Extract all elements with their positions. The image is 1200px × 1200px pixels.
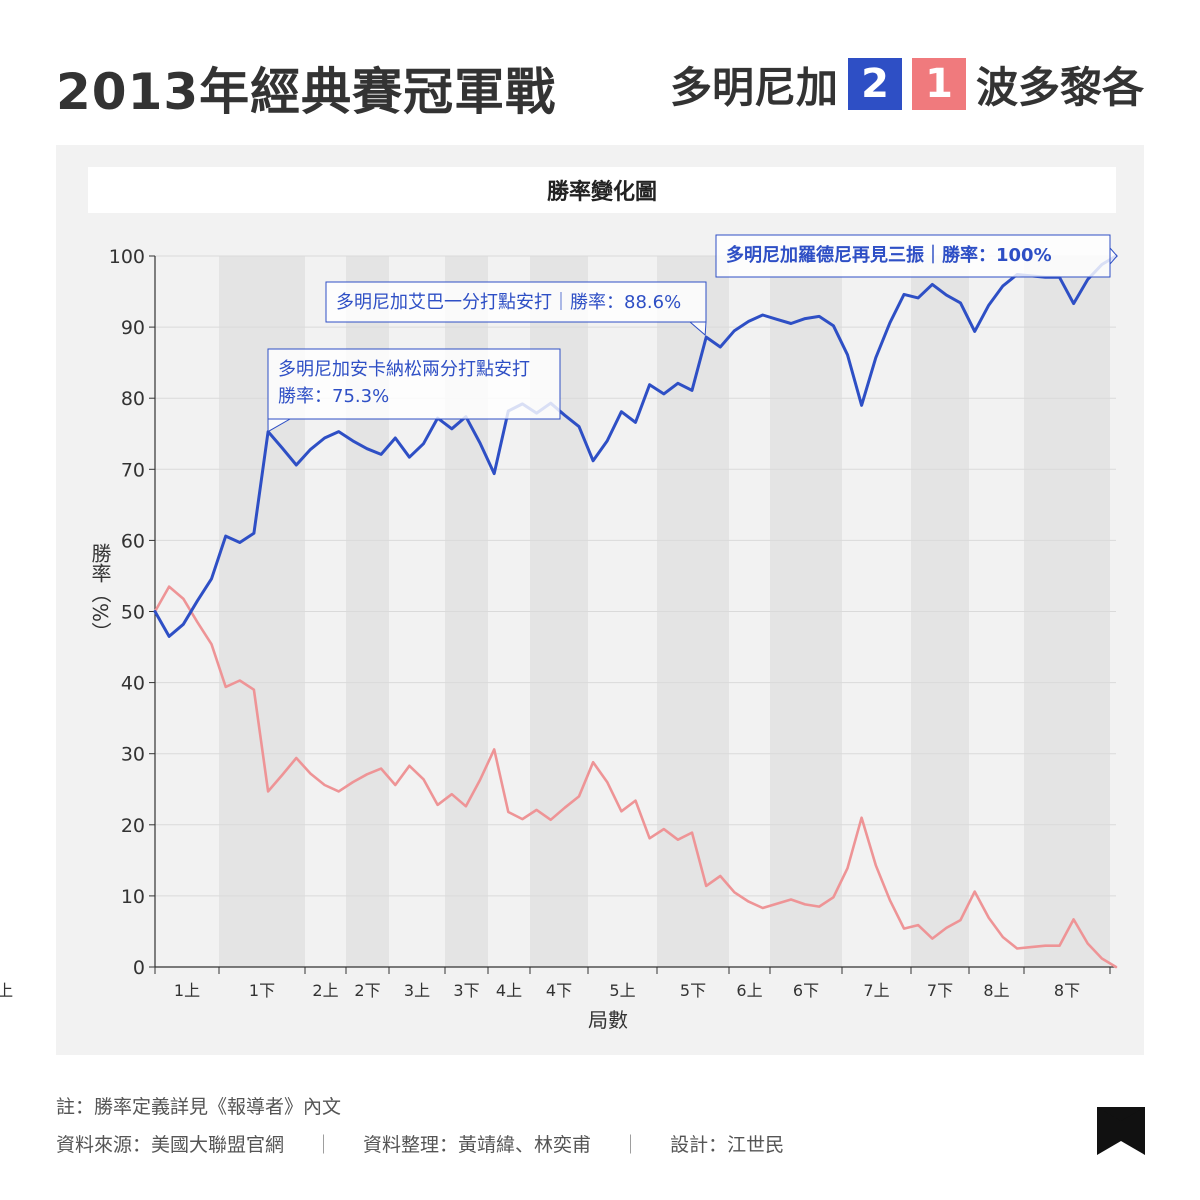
axes: 0 10 20 30 40 50 60 70 80 90 100 1上 1下 2上 2下 3上 3下 4上 4下 5上…: [0, 246, 1116, 1032]
final-score: 多明尼加 2 1 波多黎各: [670, 58, 1144, 112]
callout-aybar-hit: 多明尼加艾巴一分打點安打｜勝率：88.6%: [325, 281, 707, 337]
x-tick-label: 5上: [609, 981, 635, 1000]
x-tick-label: 7下: [927, 981, 953, 1000]
x-tick-label: 8上: [983, 981, 1009, 1000]
x-tick-label: 4下: [546, 981, 572, 1000]
footnote: 註：勝率定義詳見《報導者》內文: [56, 1096, 342, 1118]
series-lines: [153, 254, 1118, 969]
x-tick-label: 3下: [453, 981, 479, 1000]
y-tick-label: 30: [121, 744, 145, 766]
callout-box: [267, 348, 561, 420]
x-tick-label: 6上: [736, 981, 762, 1000]
y-tick-label: 20: [121, 815, 145, 837]
y-tick-label: 10: [121, 886, 145, 908]
x-tick-label: 3上: [404, 981, 430, 1000]
x-axis-label: 局數: [588, 1008, 628, 1032]
y-tick-label: 100: [109, 246, 145, 268]
callout-pointer: [1109, 246, 1118, 266]
x-tick-label: 5下: [680, 981, 706, 1000]
y-tick-label: 40: [121, 673, 145, 695]
y-tick-label: 90: [121, 317, 145, 339]
credits: 資料來源：美國大聯盟官網 ｜ 資料整理：黃靖緯、林奕甫 ｜ 設計：江世民: [56, 1130, 784, 1157]
bow-tie-logo-icon: [1097, 1107, 1145, 1155]
design-credit: 設計：江世民: [670, 1134, 785, 1156]
team-b-name: 波多黎各: [975, 62, 1144, 112]
page-title: 2013年經典賽冠軍戰: [56, 63, 557, 121]
team-b-score-badge: 1: [911, 58, 966, 110]
callout-rodney-strikeout: 多明尼加羅德尼再見三振｜勝率：100%: [715, 234, 1118, 278]
puerto-rico-win-line: [153, 585, 1118, 969]
data-compiled-credit: 資料整理：黃靖緯、林奕甫: [363, 1134, 592, 1156]
callout-pointer: [688, 321, 707, 337]
callout-text: 多明尼加艾巴一分打點安打｜勝率：88.6%: [336, 292, 681, 313]
y-tick-label: 60: [121, 530, 145, 552]
dominican-win-line: [153, 254, 1118, 638]
x-tick-label: 2下: [354, 981, 380, 1000]
chart-title: 勝率變化圖: [88, 167, 1116, 213]
x-tick-label: 8下: [1054, 981, 1080, 1000]
x-tick-label: 7上: [863, 981, 889, 1000]
y-tick-label: 80: [121, 388, 145, 410]
x-tick-label: 6下: [793, 981, 819, 1000]
callout-text: 多明尼加安卡納松兩分打點安打: [278, 359, 530, 380]
callout-box: [715, 234, 1111, 278]
callout-box: [325, 281, 707, 323]
y-tick-label: 50: [121, 602, 145, 624]
y-tick-label: 0: [133, 957, 145, 979]
x-tick-label: 1下: [249, 981, 275, 1000]
team-a-name: 多明尼加: [669, 62, 838, 112]
callout-text: 多明尼加羅德尼再見三振｜勝率：100%: [726, 244, 1052, 266]
source-credit: 資料來源：美國大聯盟官網: [56, 1134, 285, 1156]
team-a-score-badge: 2: [847, 58, 902, 110]
x-tick-label: 9上: [0, 981, 13, 1000]
callout-text: 勝率：75.3%: [278, 386, 389, 407]
x-tick-label: 1上: [174, 981, 200, 1000]
y-axis-label: 勝率（%）: [88, 543, 112, 642]
y-tick-label: 70: [121, 459, 145, 481]
credit-separator: ｜: [621, 1134, 641, 1156]
x-tick-label: 2上: [312, 981, 338, 1000]
x-tick-label: 4上: [496, 981, 522, 1000]
callout-pointer: [267, 418, 292, 433]
credit-separator: ｜: [314, 1134, 334, 1156]
